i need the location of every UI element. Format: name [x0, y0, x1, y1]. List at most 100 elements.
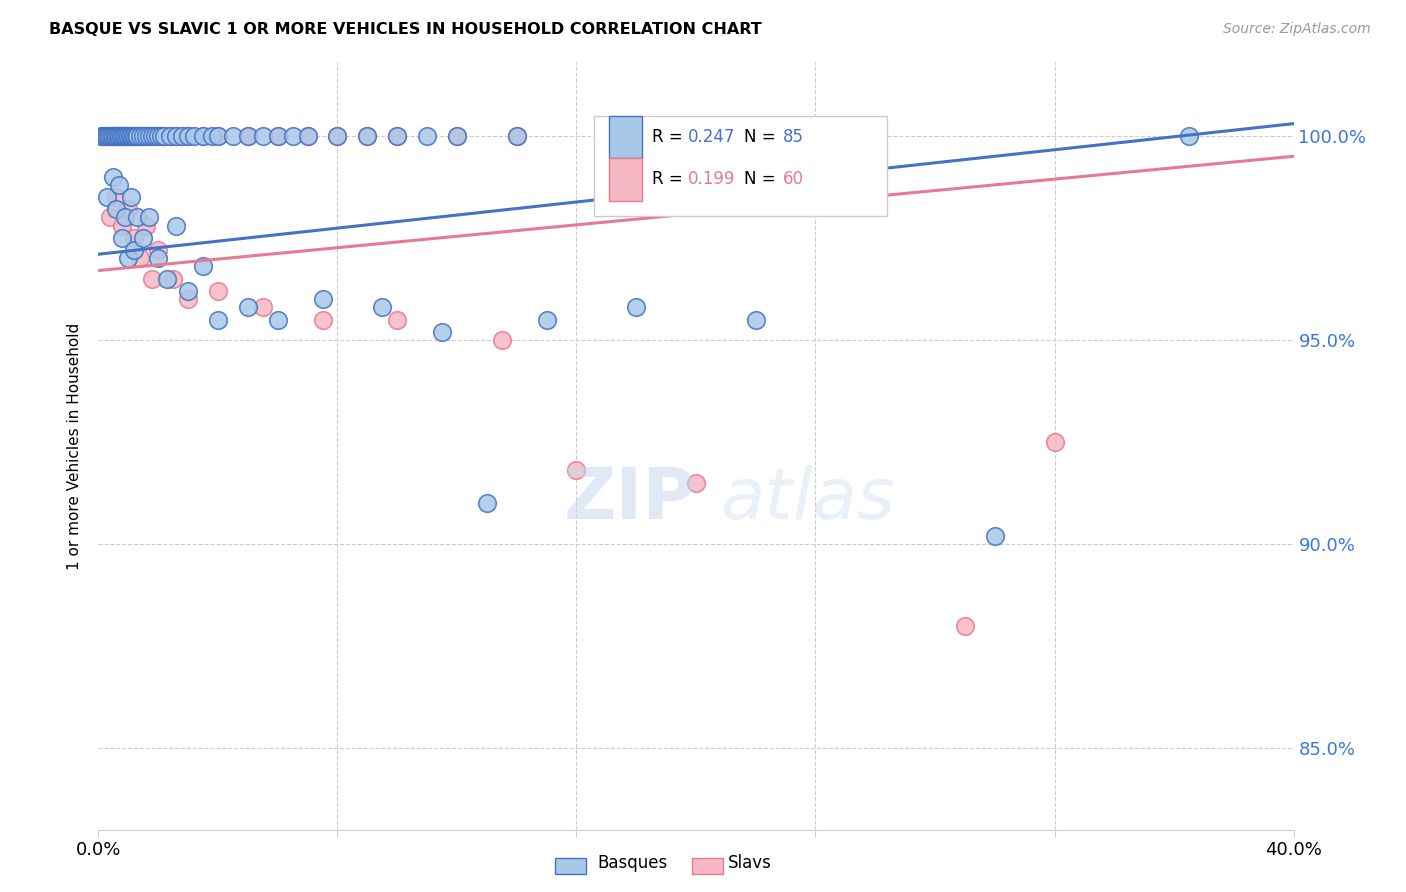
Point	[124, 128, 146, 143]
Point	[114, 211, 136, 225]
Point	[97, 128, 120, 143]
Point	[115, 128, 138, 143]
Point	[93, 128, 115, 143]
Point	[177, 284, 200, 298]
Point	[117, 128, 139, 143]
Point	[138, 128, 160, 143]
Point	[191, 128, 214, 143]
Point	[117, 128, 139, 143]
Point	[148, 252, 170, 266]
Text: Slavs: Slavs	[728, 855, 772, 872]
Point	[120, 128, 142, 143]
Point	[148, 128, 170, 143]
Point	[104, 128, 127, 143]
Point	[112, 128, 135, 143]
Text: 0.199: 0.199	[688, 170, 735, 188]
Point	[311, 292, 333, 306]
Point	[281, 128, 304, 143]
Point	[745, 312, 768, 326]
Point	[159, 128, 181, 143]
Point	[118, 128, 141, 143]
Point	[150, 128, 173, 143]
Point	[104, 128, 127, 143]
Point	[953, 618, 976, 632]
Point	[156, 271, 179, 285]
Point	[120, 128, 142, 143]
Point	[105, 202, 128, 217]
Point	[98, 128, 122, 143]
Point	[132, 128, 155, 143]
Text: N =: N =	[744, 128, 780, 146]
Point	[91, 128, 114, 143]
Point	[103, 169, 125, 184]
Point	[236, 128, 259, 143]
Point	[834, 128, 856, 143]
Point	[112, 128, 135, 143]
Point	[135, 219, 157, 233]
Point	[201, 128, 224, 143]
Point	[207, 284, 229, 298]
Point	[1178, 128, 1201, 143]
Point	[153, 128, 176, 143]
Point	[138, 128, 160, 143]
Point	[475, 496, 498, 510]
Point	[297, 128, 319, 143]
Point	[267, 128, 290, 143]
Point	[385, 128, 409, 143]
Point	[90, 128, 112, 143]
Y-axis label: 1 or more Vehicles in Household: 1 or more Vehicles in Household	[67, 322, 83, 570]
Point	[132, 231, 155, 245]
Text: 85: 85	[783, 128, 804, 146]
Point	[172, 128, 194, 143]
Point	[1043, 434, 1066, 449]
Point	[105, 128, 128, 143]
Point	[236, 300, 259, 314]
Point	[162, 271, 184, 285]
Point	[111, 231, 134, 245]
Text: N =: N =	[744, 170, 780, 188]
Point	[103, 128, 125, 143]
Point	[626, 300, 648, 314]
Text: ZIP: ZIP	[564, 466, 696, 534]
Point	[536, 312, 558, 326]
Point	[98, 211, 122, 225]
Text: Basques: Basques	[598, 855, 668, 872]
Point	[138, 211, 160, 225]
Point	[127, 128, 149, 143]
Point	[105, 190, 128, 204]
Point	[94, 128, 117, 143]
Point	[252, 300, 274, 314]
Point	[506, 128, 529, 143]
Point	[506, 128, 529, 143]
Point	[141, 271, 163, 285]
Point	[685, 475, 707, 490]
Point	[183, 128, 205, 143]
Point	[326, 128, 349, 143]
Point	[177, 128, 200, 143]
Point	[129, 128, 152, 143]
Point	[177, 292, 200, 306]
Text: BASQUE VS SLAVIC 1 OR MORE VEHICLES IN HOUSEHOLD CORRELATION CHART: BASQUE VS SLAVIC 1 OR MORE VEHICLES IN H…	[49, 22, 762, 37]
Point	[141, 128, 163, 143]
Point	[135, 128, 157, 143]
Point	[191, 260, 214, 274]
Point	[207, 128, 229, 143]
Point	[207, 312, 229, 326]
Point	[165, 128, 187, 143]
Point	[125, 128, 148, 143]
Point	[129, 252, 152, 266]
Point	[143, 128, 166, 143]
Point	[141, 128, 163, 143]
Point	[326, 128, 349, 143]
Point	[356, 128, 378, 143]
Point	[124, 128, 146, 143]
Point	[150, 128, 173, 143]
Point	[107, 128, 129, 143]
Point	[267, 312, 290, 326]
Point	[135, 128, 157, 143]
Point	[121, 128, 143, 143]
Text: 60: 60	[783, 170, 804, 188]
Point	[103, 128, 125, 143]
Point	[252, 128, 274, 143]
Point	[356, 128, 378, 143]
